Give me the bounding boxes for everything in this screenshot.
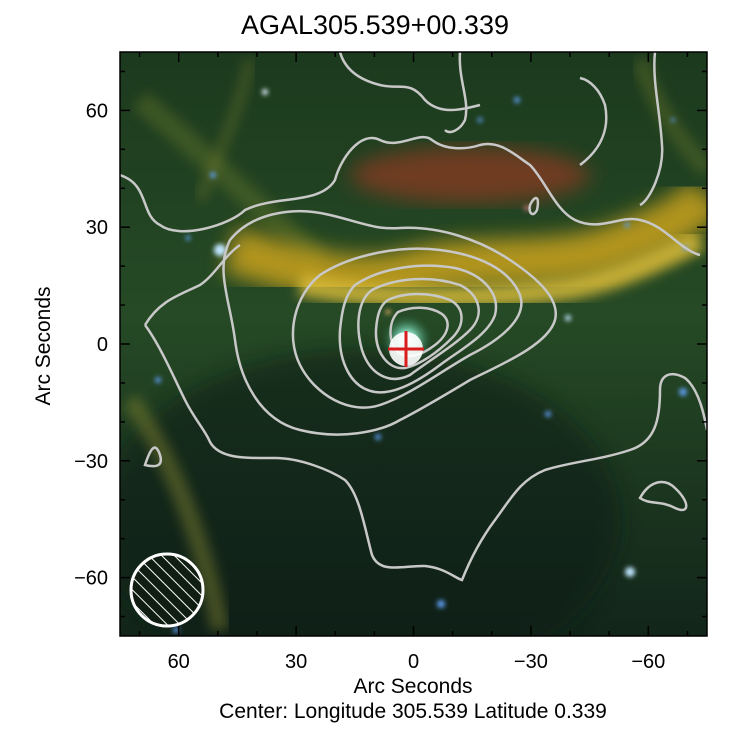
contour-level-1i	[638, 480, 688, 512]
contour-level-5	[357, 277, 480, 381]
contour-level-1g	[639, 52, 664, 207]
stars	[155, 89, 688, 633]
source-marker	[388, 331, 424, 367]
x-tick-label: 0	[408, 651, 419, 673]
x-tick-label: 60	[168, 651, 190, 673]
x-axis-title: Arc Seconds	[353, 675, 473, 698]
x-tick-label: 30	[285, 651, 307, 673]
contour-level-1h	[143, 446, 162, 468]
contour-level-1j	[528, 196, 540, 216]
axis-ticks: 60 60 30 30 0 0 −30 −30 −60 −60	[74, 52, 707, 673]
contour-level-1d	[579, 76, 608, 166]
contour-level-1f	[444, 52, 468, 134]
y-tick-label: 60	[86, 100, 108, 122]
y-tick-label: 30	[86, 217, 108, 239]
contours	[120, 52, 707, 582]
contour-level-1c	[143, 243, 241, 326]
contour-level-1	[120, 135, 701, 257]
plot-title: AGAL305.539+00.339	[241, 10, 509, 40]
contour-level-6	[374, 292, 463, 370]
center-caption: Center: Longitude 305.539 Latitude 0.339	[219, 700, 607, 723]
contour-level-1b	[143, 324, 707, 582]
sky-image	[120, 52, 707, 636]
contour-level-1e	[338, 52, 481, 112]
contour-level-3	[291, 247, 523, 409]
x-tick-label: −30	[514, 651, 548, 673]
contour-level-2	[222, 209, 558, 436]
y-tick-label: −60	[74, 568, 108, 590]
y-axis-title: Arc Seconds	[32, 286, 55, 406]
y-tick-label: −30	[74, 451, 108, 473]
contour-level-4	[338, 264, 498, 394]
x-tick-label: −60	[631, 651, 665, 673]
beam-symbol	[129, 552, 205, 628]
y-tick-label: 0	[97, 334, 108, 356]
